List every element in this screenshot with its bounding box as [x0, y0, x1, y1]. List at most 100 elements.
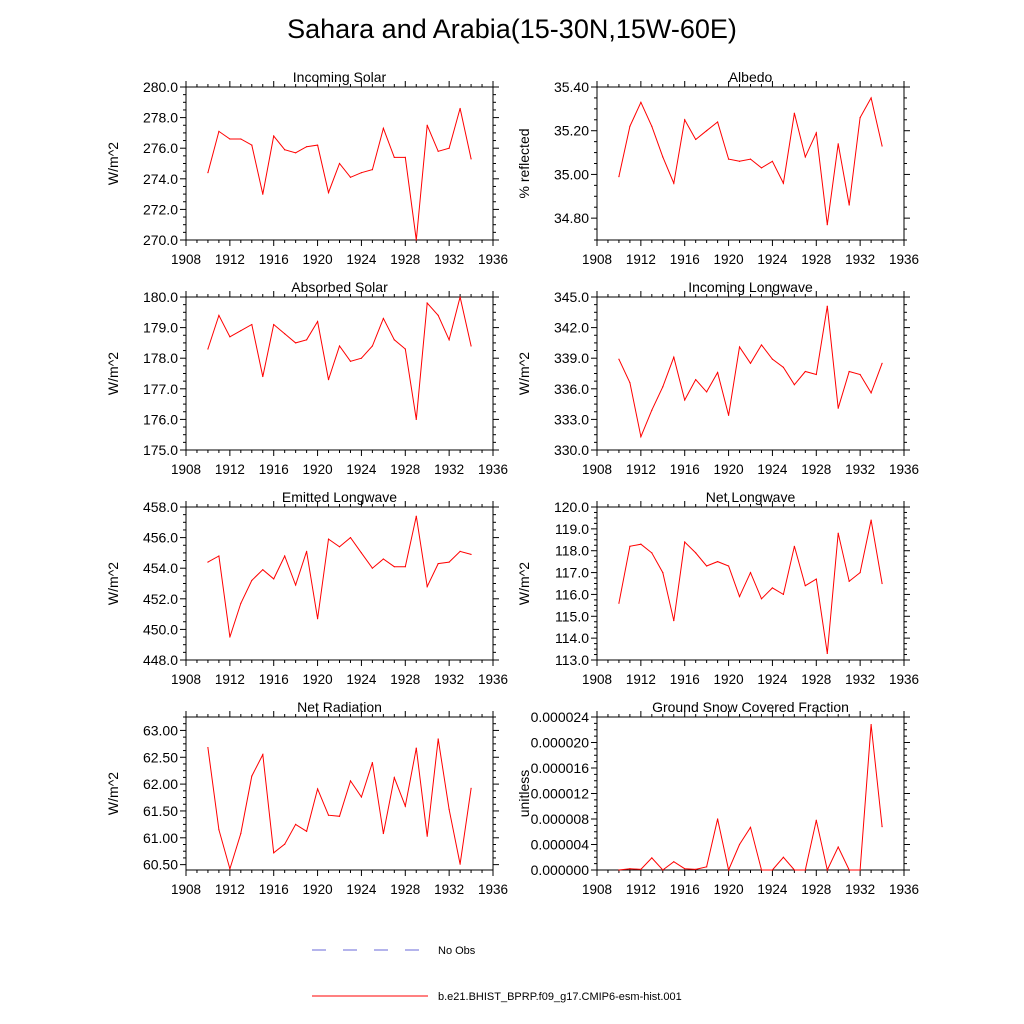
data-point [826, 305, 828, 307]
data-point [749, 571, 752, 574]
data-point [284, 149, 286, 151]
data-point [240, 602, 242, 604]
x-tick-label: 1920 [714, 882, 744, 897]
y-tick-label: 118.0 [555, 543, 589, 559]
y-tick-label: 270.0 [143, 232, 178, 248]
data-point [371, 169, 373, 171]
data-point [338, 162, 341, 165]
data-point [870, 97, 872, 99]
y-axis-label: W/m^2 [105, 772, 121, 815]
data-point [218, 130, 220, 132]
data-point [404, 156, 406, 158]
data-point [749, 362, 752, 364]
data-point [382, 832, 384, 835]
y-tick-label: 0.000004 [531, 837, 590, 853]
x-tick-label: 1924 [346, 252, 377, 267]
y-tick-label: 61.00 [143, 830, 178, 846]
y-axis-label: W/m^2 [105, 142, 121, 185]
data-point [349, 176, 352, 178]
y-tick-label: 176.0 [143, 411, 178, 427]
data-point [793, 869, 795, 871]
data-point [360, 552, 363, 554]
x-tick-label: 1924 [346, 882, 377, 897]
x-tick-label: 1936 [478, 672, 508, 687]
x-tick-label: 1936 [889, 462, 919, 477]
y-tick-label: 116.0 [555, 586, 589, 602]
data-point [629, 545, 631, 547]
data-point [618, 869, 620, 871]
data-point [404, 805, 406, 807]
x-tick-label: 1908 [171, 672, 201, 687]
data-point [437, 738, 439, 740]
data-point [448, 339, 450, 341]
data-point [240, 832, 242, 835]
data-point [859, 869, 861, 871]
series-line [618, 724, 883, 872]
data-point [695, 552, 697, 554]
x-tick-label: 1924 [757, 462, 788, 477]
y-axis-label: W/m^2 [105, 562, 121, 605]
data-point [251, 144, 253, 146]
x-tick-label: 1916 [259, 672, 289, 687]
x-tick-label: 1928 [801, 882, 831, 897]
y-tick-label: 179.0 [143, 320, 178, 336]
data-point [251, 323, 253, 326]
data-point [815, 819, 817, 821]
data-point [470, 787, 472, 790]
x-tick-label: 1912 [215, 882, 245, 897]
data-point [706, 391, 708, 393]
x-tick-label: 1920 [714, 672, 744, 687]
data-point [870, 724, 872, 726]
data-point [393, 777, 395, 779]
y-tick-label: 333.0 [554, 411, 589, 427]
data-point [470, 345, 472, 347]
x-tick-label: 1912 [626, 882, 656, 897]
x-tick-label: 1928 [801, 462, 831, 477]
data-point [316, 320, 319, 323]
series-line [207, 296, 472, 420]
y-tick-label: 0.000008 [531, 811, 590, 827]
x-tick-label: 1920 [714, 462, 744, 477]
x-tick-label: 1920 [303, 252, 333, 267]
data-point [295, 584, 297, 586]
data-point [727, 869, 730, 871]
y-tick-label: 0.000016 [531, 760, 590, 776]
data-point [771, 358, 774, 360]
data-point [360, 796, 363, 798]
data-point [815, 373, 817, 376]
data-point [640, 101, 642, 103]
data-point [349, 780, 352, 782]
x-tick-label: 1924 [346, 462, 377, 477]
data-point [760, 344, 763, 346]
data-point [404, 348, 406, 350]
series-line [207, 738, 472, 871]
data-point [695, 379, 697, 381]
x-tick-label: 1912 [215, 462, 245, 477]
y-tick-label: 60.50 [143, 857, 178, 873]
x-tick-label: 1920 [303, 882, 333, 897]
x-tick-label: 1932 [845, 252, 875, 267]
data-point [273, 135, 275, 137]
data-point [273, 323, 275, 326]
data-point [327, 538, 330, 540]
data-point [284, 555, 286, 557]
x-tick-label: 1928 [801, 252, 831, 267]
x-tick-label: 1908 [171, 882, 201, 897]
y-tick-label: 175.0 [143, 442, 178, 458]
data-point [448, 808, 450, 810]
data-point [815, 132, 817, 134]
data-point [738, 160, 741, 162]
data-point [316, 144, 319, 146]
plot-frame [185, 506, 494, 661]
x-tick-label: 1932 [434, 462, 464, 477]
x-tick-label: 1908 [582, 882, 612, 897]
data-point [673, 356, 675, 358]
data-point [684, 119, 686, 121]
data-point [229, 868, 231, 870]
legend-label: No Obs [438, 945, 476, 957]
data-point [651, 409, 653, 411]
data-point [393, 566, 395, 568]
data-point [662, 869, 664, 871]
x-tick-label: 1932 [845, 882, 875, 897]
